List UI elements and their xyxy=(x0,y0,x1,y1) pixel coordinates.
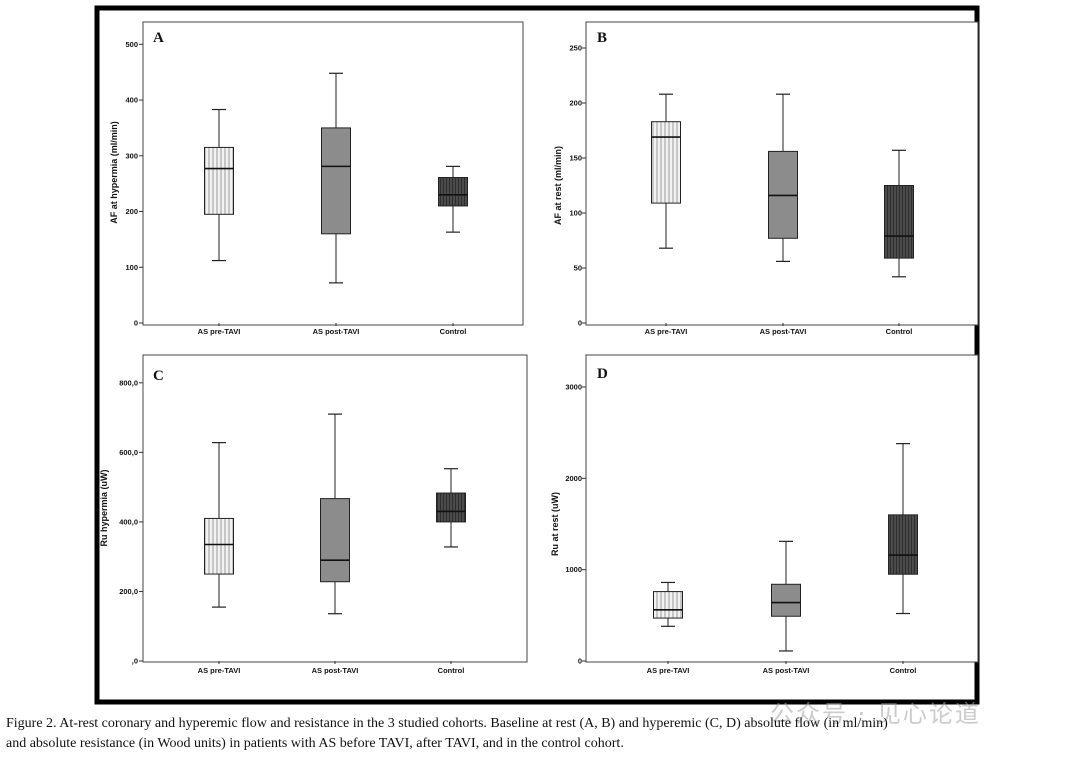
panel-c: C ,0 200,0 400,0 600,0 800,0 Ru hypermia (uW) A… xyxy=(99,354,528,675)
panel-a-ytick-label: 300 xyxy=(125,151,138,160)
panel-a-ytick-label: 100 xyxy=(125,263,138,272)
caption-line-1: Figure 2. At-rest coronary and hyperemic… xyxy=(6,716,888,731)
panel-a-category-label: AS post-TAVI xyxy=(313,327,360,336)
panel-d: D 0 1000 2000 3000 Ru at rest (uW) AS pre-TAVI… xyxy=(550,354,979,675)
panel-c-category-label: AS post-TAVI xyxy=(312,666,359,675)
panel-a-letter: A xyxy=(153,30,164,46)
panel-d-category-label: AS pre-TAVI xyxy=(647,666,690,675)
panel-d-ytick-label: 3000 xyxy=(565,383,582,392)
panel-b-ytick-label: 0 xyxy=(578,319,582,328)
panel-b-ytick-label: 200 xyxy=(569,99,582,108)
panel-c-box-2 xyxy=(320,413,350,615)
panel-a-category-label: Control xyxy=(440,327,467,336)
panel-c-ytick-label: 200,0 xyxy=(119,587,138,596)
iqr-box xyxy=(651,121,681,204)
panel-d-letter: D xyxy=(597,366,608,382)
iqr-box xyxy=(438,177,468,207)
panel-a-ytick-label: 0 xyxy=(134,319,138,328)
panel-b: B 0 50 100 150 200 250 AF at rest (ml/min) AS pr… xyxy=(553,21,979,336)
panel-b-ytick-label: 100 xyxy=(569,209,582,218)
panel-d-ytick-label: 2000 xyxy=(565,474,582,483)
panel-a: A 0 100 200 300 400 500 AF at hypermia (ml/min)… xyxy=(109,21,524,336)
panel-c-category-label: AS pre-TAVI xyxy=(198,666,241,675)
panel-a-box-2 xyxy=(321,72,351,284)
iqr-box xyxy=(320,498,350,583)
panel-c-ylabel: Ru hypermia (uW) xyxy=(99,469,109,546)
iqr-box xyxy=(884,185,914,259)
panel-b-box-2 xyxy=(768,93,798,262)
panel-a-ytick-label: 500 xyxy=(125,40,138,49)
iqr-box xyxy=(436,492,466,523)
panel-d-box-1 xyxy=(653,581,683,627)
panel-b-ylabel: AF at rest (ml/min) xyxy=(553,146,563,225)
panel-b-category-label: AS pre-TAVI xyxy=(645,327,688,336)
iqr-box xyxy=(888,514,918,575)
panel-b-box-3 xyxy=(884,149,914,278)
panel-b-letter: B xyxy=(597,30,607,46)
iqr-box xyxy=(204,146,234,215)
panel-d-box-3 xyxy=(888,443,918,615)
panel-a-ytick-label: 400 xyxy=(125,96,138,105)
panel-b-category-label: Control xyxy=(886,327,913,336)
panel-b-box-1 xyxy=(651,93,681,249)
panel-c-letter: C xyxy=(153,368,164,384)
panel-d-ytick-label: 1000 xyxy=(565,565,582,574)
panel-d-ytick-label: 0 xyxy=(578,657,582,666)
panel-d-box-2 xyxy=(771,540,801,652)
panel-c-ytick-label: ,0 xyxy=(132,657,138,666)
panel-c-ytick-label: 800,0 xyxy=(119,378,138,387)
iqr-box xyxy=(653,591,683,619)
figure-caption: Figure 2. At-rest coronary and hyperemic… xyxy=(6,714,1076,754)
panel-d-category-label: AS post-TAVI xyxy=(763,666,810,675)
iqr-box xyxy=(204,517,234,575)
iqr-box xyxy=(771,583,801,617)
panel-c-box-3 xyxy=(436,468,466,548)
panel-a-box-3 xyxy=(438,165,468,233)
panel-c-ytick-label: 600,0 xyxy=(119,448,138,457)
panel-d-category-label: Control xyxy=(890,666,917,675)
iqr-box xyxy=(321,127,351,235)
panel-a-ytick-label: 200 xyxy=(125,207,138,216)
panel-a-category-label: AS pre-TAVI xyxy=(198,327,241,336)
panel-c-category-label: Control xyxy=(438,666,465,675)
panel-b-ytick-label: 250 xyxy=(569,44,582,53)
panel-d-ylabel: Ru at rest (uW) xyxy=(550,492,560,556)
panel-a-box-1 xyxy=(204,108,234,262)
panel-b-category-label: AS post-TAVI xyxy=(760,327,807,336)
panel-c-ytick-label: 400,0 xyxy=(119,517,138,526)
panel-b-ytick-label: 150 xyxy=(569,154,582,163)
panel-a-ylabel: AF at hypermia (ml/min) xyxy=(109,121,119,224)
caption-line-2: and absolute resistance (in Wood units) … xyxy=(6,736,624,751)
panel-b-ytick-label: 50 xyxy=(574,264,582,273)
panel-c-box-1 xyxy=(204,442,234,608)
